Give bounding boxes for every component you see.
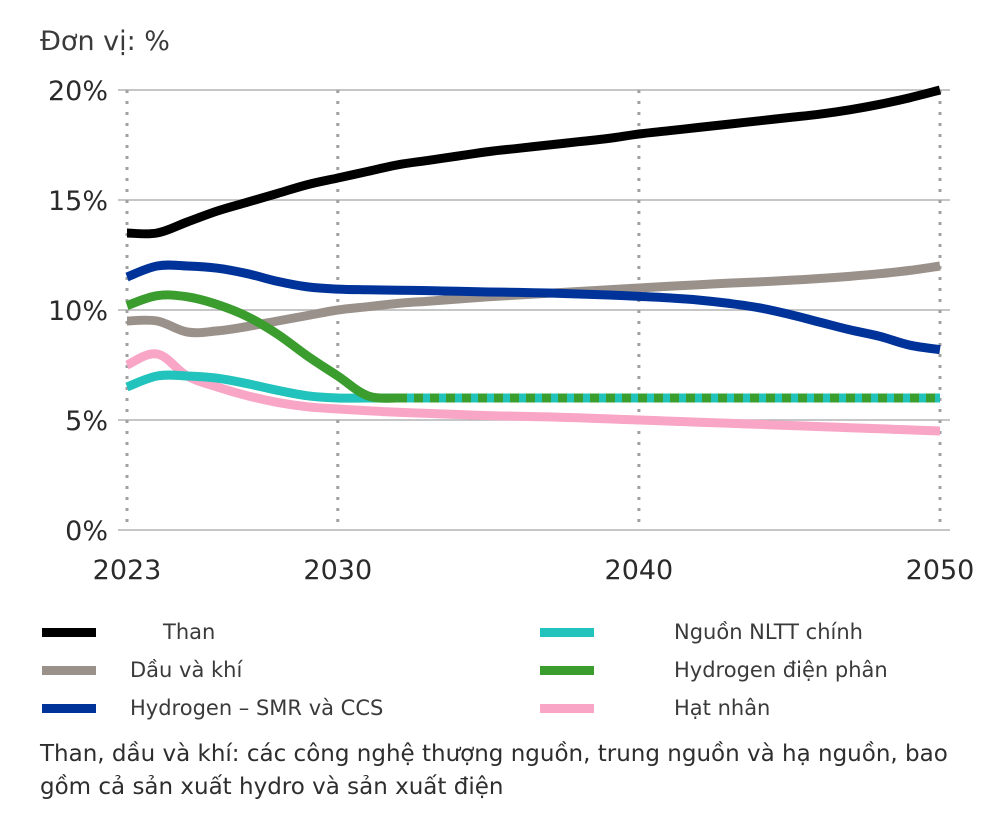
legend-label: Nguồn NLTT chính	[674, 620, 863, 644]
x-tick-label: 2023	[93, 555, 162, 586]
unit-label: Đơn vị: %	[40, 26, 170, 57]
legend-label: Hạt nhân	[674, 696, 771, 720]
series-line-hat-nhan	[125, 349, 941, 436]
legend-swatch	[540, 665, 594, 675]
x-tick-label: 2040	[605, 555, 674, 586]
y-tick-label: 10%	[48, 296, 108, 327]
legend-item: Hydrogen – SMR và CCS	[42, 696, 383, 720]
x-tick-label: 2030	[303, 555, 372, 586]
x-tick-label: 2050	[906, 555, 975, 586]
legend-swatch	[540, 627, 594, 637]
series-line-hydrogen-dien-phan	[125, 290, 399, 403]
legend-item: Hạt nhân	[540, 696, 770, 720]
y-tick-label: 5%	[65, 406, 108, 437]
y-axis-ticks: 0% 5% 10% 15% 20%	[48, 76, 108, 547]
legend-label: Hydrogen – SMR và CCS	[130, 696, 384, 720]
legend-swatch	[42, 665, 96, 675]
x-axis-ticks: 2023 2030 2040 2050	[93, 555, 975, 586]
y-tick-label: 0%	[65, 516, 108, 547]
series-line-hydrogen-smr-va-ccs	[125, 260, 941, 355]
footnote: Than, dầu và khí: các công nghệ thượng n…	[40, 741, 948, 800]
line-chart: 0% 5% 10% 15% 20% 2023 2030 2040 2050	[48, 76, 975, 586]
legend-item: Hydrogen điện phân	[540, 658, 888, 682]
legend-label: Hydrogen điện phân	[674, 658, 888, 682]
legend-swatch	[42, 703, 96, 713]
legend-label: Than	[163, 620, 216, 644]
series-line-than	[126, 85, 942, 239]
legend-item: Dầu và khí	[42, 658, 242, 682]
y-tick-label: 20%	[48, 76, 108, 107]
legend-label: Dầu và khí	[130, 658, 243, 682]
legend-swatch	[42, 627, 96, 637]
legend-swatch	[540, 703, 594, 713]
legend: Than Dầu và khí Hydrogen – SMR và CCS Nguồn…	[0, 612, 995, 732]
series-lines	[125, 85, 942, 436]
y-tick-label: 15%	[48, 186, 108, 217]
vertical-gridlines	[125, 90, 942, 526]
legend-item: Than	[42, 620, 215, 644]
legend-item: Nguồn NLTT chính	[540, 620, 863, 644]
